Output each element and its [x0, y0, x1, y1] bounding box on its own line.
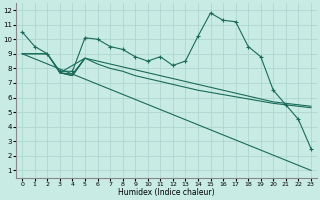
X-axis label: Humidex (Indice chaleur): Humidex (Indice chaleur) — [118, 188, 215, 197]
